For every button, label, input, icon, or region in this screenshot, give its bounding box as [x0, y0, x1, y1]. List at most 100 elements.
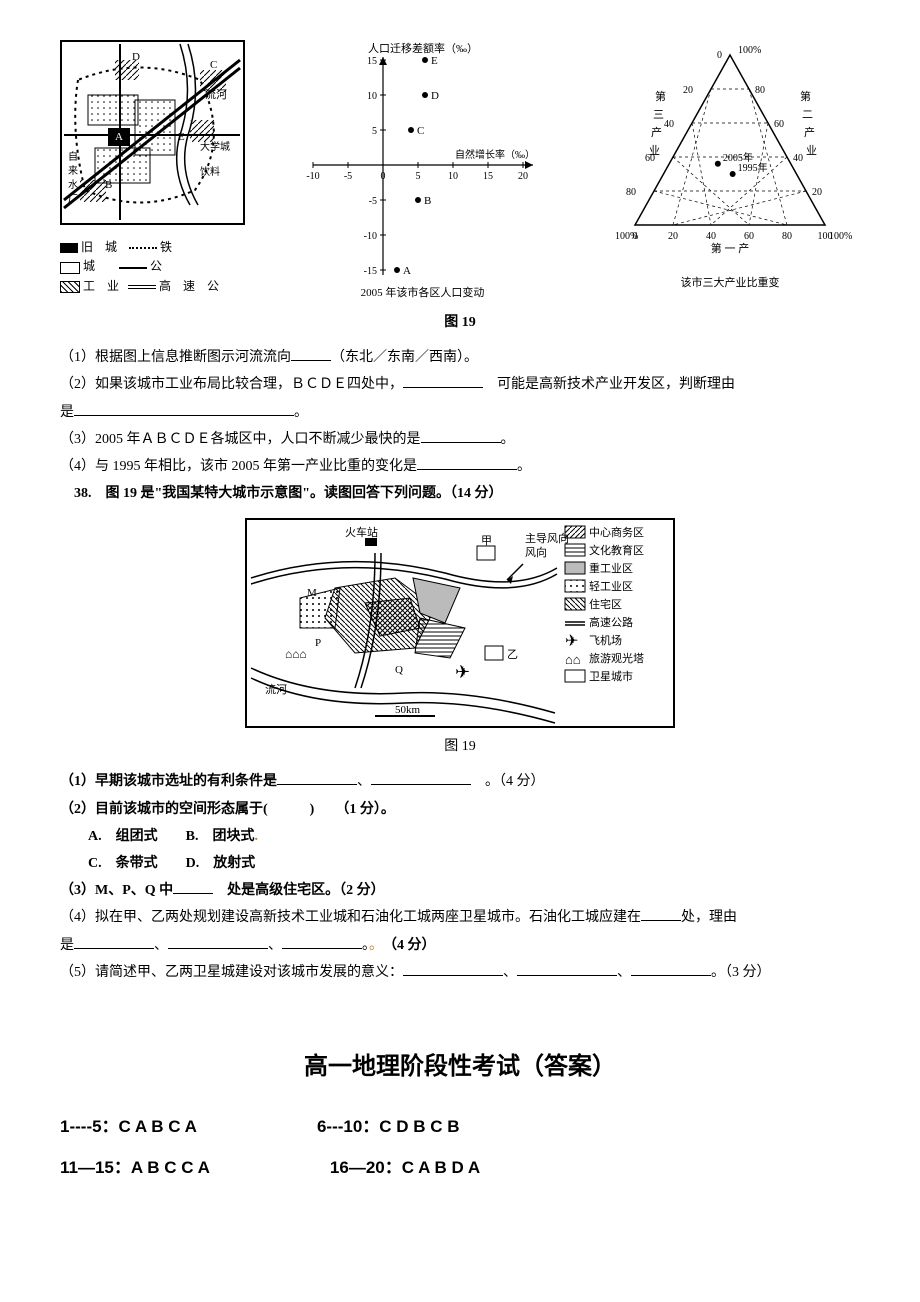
- svg-text:高速公路: 高速公路: [589, 615, 633, 629]
- svg-text:主导风向: 主导风向: [525, 531, 569, 545]
- swatch-industry: [60, 281, 80, 293]
- svg-text:文化教育区: 文化教育区: [589, 543, 644, 557]
- ans-11-15: 11—15：A B C C A: [60, 1153, 210, 1184]
- svg-text:-5: -5: [343, 171, 351, 182]
- q2-line2-pre: 是: [60, 405, 74, 420]
- svg-text:业: 业: [806, 144, 817, 157]
- svg-text:A: A: [403, 265, 411, 275]
- label-river: 流河: [205, 87, 227, 101]
- bq2: （2）目前该城市的空间形态属于( ) （1 分）。: [60, 797, 860, 822]
- top-figures-row: A B C D E 流河 大学城 饮料 自 来 水 厂 旧 城 铁 城: [60, 40, 860, 304]
- fig19-wrap: 中心商务区 文化教育区 重工业区 轻工业区 住宅区 高速公路 ✈ 飞机场 ⌂⌂ …: [60, 518, 860, 728]
- q2-mid: 可能是高新技术产业开发区，判断理由: [483, 377, 735, 392]
- q4-pre: （4）与 1995 年相比，该市 2005 年第一产业比重的变化是: [60, 459, 417, 474]
- svg-text:业: 业: [649, 144, 660, 157]
- ans-16-20: 16—20：C A B D A: [330, 1153, 480, 1184]
- svg-text:M: M: [307, 587, 317, 599]
- svg-text:40: 40: [664, 119, 674, 130]
- q3-pre: （3）2005 年ＡＢＣＤＥ各城区中，人口不断减少最快的是: [60, 432, 421, 447]
- q2-line2: 是。: [60, 400, 860, 425]
- svg-text:80: 80: [782, 231, 792, 242]
- svg-text:D: D: [431, 90, 439, 102]
- svg-text:60: 60: [744, 231, 754, 242]
- ans-6-10: 6---10：C D B C B: [317, 1112, 460, 1143]
- svg-text:2005年: 2005年: [723, 151, 753, 164]
- label-wp4: 厂: [68, 194, 78, 205]
- svg-text:10: 10: [448, 171, 458, 182]
- bq3: （3）M、P、Q 中 处是高级住宅区。（2 分）: [60, 878, 860, 903]
- q1-blank: [291, 346, 331, 361]
- svg-text:50km: 50km: [395, 704, 421, 716]
- scatter-caption: 2005 年该市各区人口变动: [303, 284, 543, 304]
- legend-old-city: 旧 城: [81, 240, 117, 254]
- svg-text:第: 第: [800, 89, 811, 103]
- svg-text:-5: -5: [368, 196, 376, 207]
- answers-title: 高一地理阶段性考试（答案）: [60, 1045, 860, 1088]
- svg-text:P: P: [315, 637, 321, 649]
- ternary-caption: 该市三大产业比重变: [600, 274, 860, 294]
- svg-text:100%: 100%: [615, 231, 638, 242]
- city-map-legend: 旧 城 铁 城 公 工 业 高 速 公: [60, 238, 245, 296]
- q1-post: （东北／东南／西南）。: [331, 350, 478, 365]
- label-A: A: [115, 131, 123, 143]
- svg-text:15: 15: [483, 171, 493, 182]
- ternary-figure: 0208020406040604060802080100100%100%100%…: [600, 40, 860, 294]
- legend-rail: 铁: [160, 240, 172, 254]
- svg-text:飞机场: 飞机场: [589, 633, 622, 647]
- svg-text:风向: 风向: [525, 545, 547, 559]
- label-E: E: [178, 131, 185, 143]
- svg-text:20: 20: [668, 231, 678, 242]
- svg-text:5: 5: [372, 126, 377, 137]
- bq4-line1: （4）拟在甲、乙两处规划建设高新技术工业城和石油化工城两座卫星城市。石油化工城应…: [60, 905, 860, 930]
- svg-text:0: 0: [717, 50, 722, 61]
- svg-text:C: C: [417, 125, 424, 137]
- fig19-svg: 中心商务区 文化教育区 重工业区 轻工业区 住宅区 高速公路 ✈ 飞机场 ⌂⌂ …: [245, 518, 675, 728]
- swatch-city: [60, 262, 80, 274]
- ans-1-5: 1----5：C A B C A: [60, 1112, 197, 1143]
- svg-text:60: 60: [774, 119, 784, 130]
- city-map-figure: A B C D E 流河 大学城 饮料 自 来 水 厂 旧 城 铁 城: [60, 40, 245, 296]
- svg-text:重工业区: 重工业区: [589, 561, 633, 575]
- bq5: （5）请简述甲、乙两卫星城建设对该城市发展的意义：、、。（3 分）: [60, 960, 860, 985]
- svg-text:-10: -10: [363, 231, 376, 242]
- svg-text:旅游观光塔: 旅游观光塔: [589, 651, 644, 665]
- q2-line1: （2）如果该城市工业布局比较合理，ＢＣＤＥ四处中， 可能是高新技术产业开发区，判…: [60, 372, 860, 397]
- q1: （1）根据图上信息推断图示河流流向 （东北／东南／西南）。: [60, 345, 860, 370]
- legend-highway: 高 速 公: [159, 279, 219, 293]
- svg-text:-15: -15: [363, 266, 376, 275]
- answers-row2: 11—15：A B C C A 16—20：C A B D A: [60, 1153, 860, 1184]
- svg-text:轻工业区: 轻工业区: [589, 579, 633, 593]
- ternary-svg: 0208020406040604060802080100100%100%100%…: [600, 40, 860, 265]
- q1-pre: （1）根据图上信息推断图示河流流向: [60, 350, 291, 365]
- bq1: （1）早期该城市选址的有利条件是、 。（4 分）: [60, 769, 860, 794]
- bq2-opt2: C. 条带式 D. 放射式: [60, 851, 860, 876]
- q2-blank2: [74, 401, 294, 416]
- q4-blank: [417, 455, 517, 470]
- svg-text:100%: 100%: [738, 45, 761, 56]
- svg-text:20: 20: [812, 187, 822, 198]
- svg-text:10: 10: [367, 91, 377, 102]
- answers-row1: 1----5：C A B C A 6---10：C D B C B: [60, 1112, 860, 1143]
- label-drink: 饮料: [200, 165, 220, 178]
- svg-text:火车站: 火车站: [345, 525, 378, 539]
- q4-post: 。: [517, 459, 531, 474]
- bq2-opt1: A. 组团式 B. 团块式.: [60, 824, 860, 849]
- svg-text:三: 三: [653, 109, 664, 121]
- svg-text:甲: 甲: [481, 535, 492, 547]
- legend-industry: 工 业: [83, 279, 119, 293]
- legend-city: 城: [83, 259, 95, 273]
- svg-text:第: 第: [655, 89, 666, 103]
- svg-text:二: 二: [802, 109, 813, 121]
- label-D: D: [132, 51, 140, 63]
- svg-text:产: 产: [804, 125, 815, 139]
- svg-text:15: 15: [367, 56, 377, 67]
- q4: （4）与 1995 年相比，该市 2005 年第一产业比重的变化是 。: [60, 454, 860, 479]
- caption-top: 图 19: [60, 310, 860, 335]
- caption-fig19: 图 19: [60, 734, 860, 759]
- svg-text:第 一 产: 第 一 产: [711, 241, 750, 255]
- svg-text:-10: -10: [306, 171, 319, 182]
- svg-text:1995年: 1995年: [738, 161, 768, 174]
- svg-text:✈: ✈: [565, 633, 578, 650]
- q3-post: 。: [501, 432, 515, 447]
- q3-blank: [421, 428, 501, 443]
